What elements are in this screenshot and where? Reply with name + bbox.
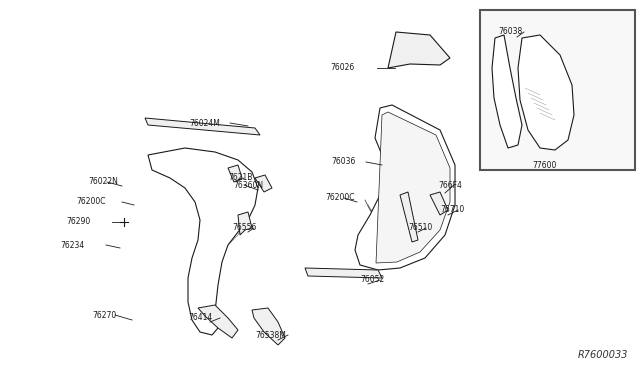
Text: 76538M: 76538M [255,330,286,340]
Polygon shape [255,175,272,192]
Polygon shape [238,212,252,235]
Text: 76024M: 76024M [189,119,220,128]
Text: 76200C: 76200C [325,193,355,202]
Text: 766F4: 766F4 [438,180,462,189]
Text: 76414: 76414 [188,314,212,323]
Text: R7600033: R7600033 [577,350,628,360]
Polygon shape [305,268,382,278]
Text: 76556: 76556 [232,224,257,232]
Polygon shape [400,192,418,242]
Polygon shape [518,35,574,150]
Text: 76036: 76036 [332,157,356,167]
Text: 76038: 76038 [498,28,522,36]
Polygon shape [388,32,450,68]
Polygon shape [198,305,238,338]
Polygon shape [376,112,450,263]
Polygon shape [492,35,522,148]
Polygon shape [252,308,285,345]
Text: 76360N: 76360N [233,180,263,189]
Text: 76234: 76234 [60,241,84,250]
Text: 76026: 76026 [331,64,355,73]
Polygon shape [148,148,258,335]
Polygon shape [145,118,260,135]
Text: 76022N: 76022N [88,177,118,186]
Text: 76710: 76710 [440,205,464,215]
Polygon shape [228,165,242,182]
Text: 76270: 76270 [92,311,116,320]
Text: 7621B: 7621B [228,173,252,183]
Text: 76510: 76510 [408,224,432,232]
Polygon shape [355,105,455,270]
Bar [480,10,635,170]
Text: 76200C: 76200C [76,198,106,206]
Text: 77600: 77600 [533,160,557,170]
Polygon shape [430,192,448,215]
Text: 76052: 76052 [360,276,384,285]
Text: 76290: 76290 [66,218,90,227]
